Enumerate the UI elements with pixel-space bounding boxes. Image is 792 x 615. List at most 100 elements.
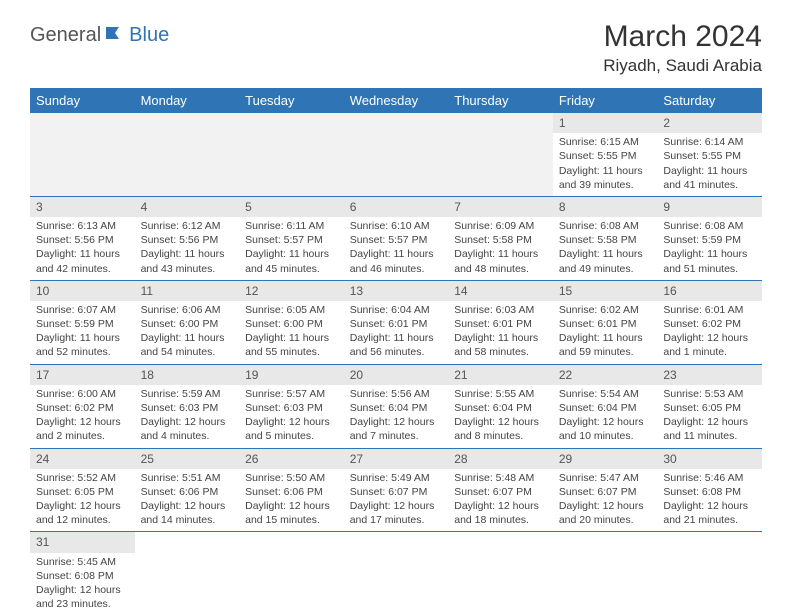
calendar-cell (135, 532, 240, 615)
sunrise-text: Sunrise: 5:57 AM (245, 387, 338, 401)
sunset-text: Sunset: 6:08 PM (663, 485, 756, 499)
day-content: Sunrise: 5:46 AMSunset: 6:08 PMDaylight:… (657, 469, 762, 532)
calendar-week-row: 24Sunrise: 5:52 AMSunset: 6:05 PMDayligh… (30, 448, 762, 532)
sunrise-text: Sunrise: 5:47 AM (559, 471, 652, 485)
sunset-text: Sunset: 6:05 PM (36, 485, 129, 499)
daylight-text: Daylight: 12 hours and 18 minutes. (454, 499, 547, 527)
daylight-text: Daylight: 11 hours and 58 minutes. (454, 331, 547, 359)
sunrise-text: Sunrise: 6:06 AM (141, 303, 234, 317)
sunrise-text: Sunrise: 6:02 AM (559, 303, 652, 317)
calendar-cell: 25Sunrise: 5:51 AMSunset: 6:06 PMDayligh… (135, 448, 240, 532)
day-content: Sunrise: 6:07 AMSunset: 5:59 PMDaylight:… (30, 301, 135, 364)
calendar-week-row: 31Sunrise: 5:45 AMSunset: 6:08 PMDayligh… (30, 532, 762, 615)
weekday-header: Saturday (657, 88, 762, 113)
calendar-table: SundayMondayTuesdayWednesdayThursdayFrid… (30, 88, 762, 615)
calendar-cell: 20Sunrise: 5:56 AMSunset: 6:04 PMDayligh… (344, 364, 449, 448)
day-content: Sunrise: 6:00 AMSunset: 6:02 PMDaylight:… (30, 385, 135, 448)
day-content: Sunrise: 6:11 AMSunset: 5:57 PMDaylight:… (239, 217, 344, 280)
sunrise-text: Sunrise: 5:54 AM (559, 387, 652, 401)
calendar-cell: 16 Sunrise: 6:01 AMSunset: 6:02 PMDayligh… (657, 280, 762, 364)
day-number: 13 (344, 281, 449, 301)
sunset-text: Sunset: 6:00 PM (245, 317, 338, 331)
sunset-text: Sunset: 6:02 PM (663, 317, 756, 331)
calendar-cell: 27Sunrise: 5:49 AMSunset: 6:07 PMDayligh… (344, 448, 449, 532)
calendar-cell: 7Sunrise: 6:09 AMSunset: 5:58 PMDaylight… (448, 196, 553, 280)
calendar-cell: 31Sunrise: 5:45 AMSunset: 6:08 PMDayligh… (30, 532, 135, 615)
calendar-cell: 29Sunrise: 5:47 AMSunset: 6:07 PMDayligh… (553, 448, 658, 532)
day-number: 16 (657, 281, 762, 301)
calendar-cell (239, 532, 344, 615)
sunset-text: Sunset: 6:04 PM (350, 401, 443, 415)
calendar-cell (344, 113, 449, 196)
daylight-text: Daylight: 11 hours and 55 minutes. (245, 331, 338, 359)
sunset-text: Sunset: 6:07 PM (454, 485, 547, 499)
day-number: 26 (239, 449, 344, 469)
sunset-text: Sunset: 6:01 PM (454, 317, 547, 331)
calendar-cell (344, 532, 449, 615)
day-content: Sunrise: 6:13 AMSunset: 5:56 PMDaylight:… (30, 217, 135, 280)
sunset-text: Sunset: 6:04 PM (559, 401, 652, 415)
daylight-text: Daylight: 12 hours and 5 minutes. (245, 415, 338, 443)
weekday-header: Tuesday (239, 88, 344, 113)
day-content: Sunrise: 6:08 AMSunset: 5:58 PMDaylight:… (553, 217, 658, 280)
weekday-header: Friday (553, 88, 658, 113)
sunset-text: Sunset: 5:56 PM (141, 233, 234, 247)
calendar-cell: 19Sunrise: 5:57 AMSunset: 6:03 PMDayligh… (239, 364, 344, 448)
calendar-cell: 13Sunrise: 6:04 AMSunset: 6:01 PMDayligh… (344, 280, 449, 364)
sunset-text: Sunset: 6:03 PM (245, 401, 338, 415)
logo-text-blue: Blue (129, 24, 169, 47)
calendar-cell (657, 532, 762, 615)
sunrise-text: Sunrise: 6:03 AM (454, 303, 547, 317)
calendar-cell: 11Sunrise: 6:06 AMSunset: 6:00 PMDayligh… (135, 280, 240, 364)
day-number: 1 (553, 113, 658, 133)
daylight-text: Daylight: 11 hours and 42 minutes. (36, 247, 129, 275)
day-number: 21 (448, 365, 553, 385)
day-number: 30 (657, 449, 762, 469)
daylight-text: Daylight: 12 hours and 4 minutes. (141, 415, 234, 443)
logo-text-general: General (30, 24, 101, 47)
sunset-text: Sunset: 5:57 PM (245, 233, 338, 247)
calendar-week-row: 17Sunrise: 6:00 AMSunset: 6:02 PMDayligh… (30, 364, 762, 448)
calendar-cell: 5Sunrise: 6:11 AMSunset: 5:57 PMDaylight… (239, 196, 344, 280)
daylight-text: Daylight: 11 hours and 41 minutes. (663, 164, 756, 192)
day-content: Sunrise: 6:10 AMSunset: 5:57 PMDaylight:… (344, 217, 449, 280)
daylight-text: Daylight: 12 hours and 21 minutes. (663, 499, 756, 527)
calendar-cell: 14Sunrise: 6:03 AMSunset: 6:01 PMDayligh… (448, 280, 553, 364)
calendar-cell: 4Sunrise: 6:12 AMSunset: 5:56 PMDaylight… (135, 196, 240, 280)
daylight-text: Daylight: 12 hours and 1 minute. (663, 331, 756, 359)
sunset-text: Sunset: 5:58 PM (559, 233, 652, 247)
day-number: 23 (657, 365, 762, 385)
day-content: Sunrise: 5:55 AMSunset: 6:04 PMDaylight:… (448, 385, 553, 448)
weekday-header: Thursday (448, 88, 553, 113)
daylight-text: Daylight: 11 hours and 49 minutes. (559, 247, 652, 275)
calendar-cell (448, 113, 553, 196)
sunset-text: Sunset: 5:55 PM (559, 149, 652, 163)
sunrise-text: Sunrise: 6:01 AM (663, 303, 756, 317)
daylight-text: Daylight: 11 hours and 59 minutes. (559, 331, 652, 359)
calendar-cell: 21Sunrise: 5:55 AMSunset: 6:04 PMDayligh… (448, 364, 553, 448)
daylight-text: Daylight: 12 hours and 23 minutes. (36, 583, 129, 611)
weekday-header: Wednesday (344, 88, 449, 113)
sunrise-text: Sunrise: 6:08 AM (663, 219, 756, 233)
daylight-text: Daylight: 12 hours and 12 minutes. (36, 499, 129, 527)
sunset-text: Sunset: 6:05 PM (663, 401, 756, 415)
calendar-cell (135, 113, 240, 196)
header: General Blue March 2024 Riyadh, Saudi Ar… (30, 20, 762, 76)
sunrise-text: Sunrise: 6:07 AM (36, 303, 129, 317)
calendar-cell (30, 113, 135, 196)
day-number: 20 (344, 365, 449, 385)
calendar-cell: 8Sunrise: 6:08 AMSunset: 5:58 PMDaylight… (553, 196, 658, 280)
day-content: Sunrise: 6:12 AMSunset: 5:56 PMDaylight:… (135, 217, 240, 280)
calendar-week-row: 10Sunrise: 6:07 AMSunset: 5:59 PMDayligh… (30, 280, 762, 364)
sunrise-text: Sunrise: 6:09 AM (454, 219, 547, 233)
sunset-text: Sunset: 6:03 PM (141, 401, 234, 415)
calendar-cell: 17Sunrise: 6:00 AMSunset: 6:02 PMDayligh… (30, 364, 135, 448)
calendar-cell: 12Sunrise: 6:05 AMSunset: 6:00 PMDayligh… (239, 280, 344, 364)
sunset-text: Sunset: 6:01 PM (559, 317, 652, 331)
calendar-cell: 3Sunrise: 6:13 AMSunset: 5:56 PMDaylight… (30, 196, 135, 280)
day-number: 10 (30, 281, 135, 301)
daylight-text: Daylight: 11 hours and 54 minutes. (141, 331, 234, 359)
daylight-text: Daylight: 12 hours and 20 minutes. (559, 499, 652, 527)
calendar-cell: 22Sunrise: 5:54 AMSunset: 6:04 PMDayligh… (553, 364, 658, 448)
sunrise-text: Sunrise: 5:53 AM (663, 387, 756, 401)
